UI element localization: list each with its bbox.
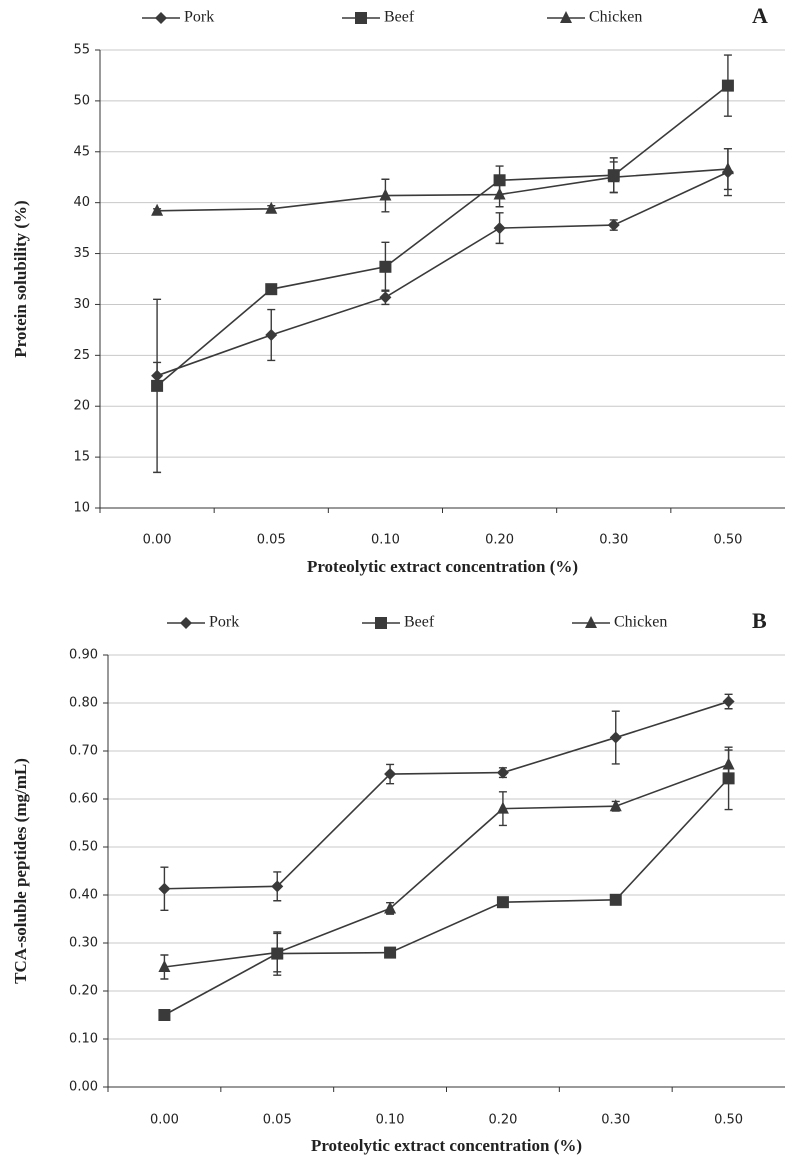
y-tick-label: 0.00 — [69, 1080, 98, 1095]
series-line — [156, 84, 729, 387]
marker — [151, 203, 164, 216]
y-tick-label: 10 — [73, 501, 90, 516]
marker — [496, 766, 509, 779]
marker — [721, 79, 734, 92]
marker — [379, 260, 392, 273]
y-tick-label: 0.20 — [69, 984, 98, 999]
x-tick-label: 0.10 — [371, 533, 400, 548]
y-tick-label: 0.40 — [69, 888, 98, 903]
series-line — [164, 700, 729, 890]
marker — [496, 801, 509, 814]
marker — [271, 945, 284, 958]
marker — [158, 1009, 171, 1021]
marker — [265, 328, 278, 341]
y-tick-label: 35 — [73, 246, 90, 261]
marker — [560, 11, 572, 23]
x-axis-title: Proteolytic extract concentration (%) — [307, 557, 578, 576]
y-tick-label: 0.10 — [69, 1032, 98, 1047]
marker — [607, 219, 620, 232]
marker — [265, 201, 278, 214]
marker — [180, 617, 192, 629]
panel-label: B — [752, 608, 767, 633]
x-tick-label: 0.05 — [257, 533, 286, 548]
y-tick-label: 0.60 — [69, 792, 98, 807]
legend-label: Beef — [404, 614, 435, 631]
x-tick-label: 0.30 — [601, 1113, 630, 1128]
marker — [384, 768, 397, 781]
marker — [722, 757, 735, 770]
legend-label: Beef — [384, 9, 415, 26]
x-tick-label: 0.05 — [263, 1113, 292, 1128]
marker — [379, 291, 392, 304]
marker — [493, 174, 506, 187]
y-tick-label: 0.30 — [69, 936, 98, 951]
y-tick-label: 25 — [73, 348, 90, 363]
marker — [493, 222, 506, 235]
y-tick-label: 0.70 — [69, 744, 98, 759]
marker — [151, 379, 164, 392]
y-tick-label: 50 — [73, 93, 90, 108]
x-tick-label: 0.10 — [376, 1113, 405, 1128]
marker — [158, 882, 171, 895]
marker — [493, 187, 506, 200]
series-line — [157, 168, 728, 212]
marker — [609, 799, 622, 812]
y-tick-label: 30 — [73, 297, 90, 312]
x-tick-label: 0.00 — [150, 1113, 179, 1128]
marker — [607, 170, 620, 183]
marker — [609, 731, 622, 744]
x-tick-label: 0.50 — [713, 533, 742, 548]
legend-label: Pork — [184, 9, 214, 26]
series-line — [156, 171, 729, 377]
marker — [585, 616, 597, 628]
marker — [379, 188, 392, 201]
marker — [158, 960, 171, 972]
y-tick-label: 15 — [73, 450, 90, 465]
marker — [609, 893, 622, 906]
y-tick-label: 0.90 — [69, 648, 98, 663]
marker — [355, 12, 367, 24]
marker — [384, 901, 397, 914]
marker — [722, 695, 735, 708]
series-line — [164, 763, 729, 968]
x-tick-label: 0.20 — [485, 533, 514, 548]
x-axis-title: Proteolytic extract concentration (%) — [311, 1136, 582, 1155]
y-axis-title: Protein solubility (%) — [11, 200, 30, 357]
marker — [375, 617, 387, 629]
legend-label: Chicken — [589, 9, 642, 26]
panel-label: A — [752, 3, 768, 28]
y-tick-label: 40 — [73, 195, 90, 210]
y-tick-label: 55 — [73, 43, 90, 58]
x-tick-label: 0.50 — [714, 1113, 743, 1128]
legend-label: Chicken — [614, 614, 667, 631]
legend-label: Pork — [209, 614, 239, 631]
series-line — [164, 777, 730, 1016]
x-tick-label: 0.30 — [599, 533, 628, 548]
marker — [265, 283, 278, 296]
y-axis-title: TCA-soluble peptides (mg/mL) — [11, 758, 30, 984]
y-tick-label: 20 — [73, 399, 90, 414]
marker — [271, 880, 284, 893]
marker — [496, 896, 509, 909]
marker — [384, 946, 397, 959]
y-tick-label: 0.50 — [69, 840, 98, 855]
x-tick-label: 0.20 — [488, 1113, 517, 1128]
x-tick-label: 0.00 — [143, 533, 172, 548]
y-tick-label: 0.80 — [69, 696, 98, 711]
marker — [721, 162, 734, 175]
marker — [155, 12, 167, 24]
y-tick-label: 45 — [73, 144, 90, 159]
